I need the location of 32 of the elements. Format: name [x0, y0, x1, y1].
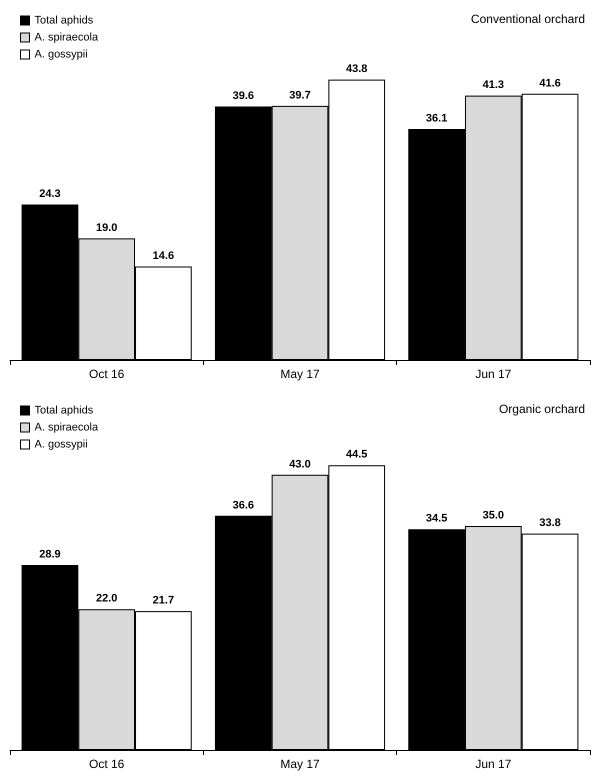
- x-tick-label: May 17: [280, 367, 320, 381]
- legend-label: Total aphids: [34, 404, 94, 416]
- x-tick-label: May 17: [280, 757, 320, 771]
- data-label: 43.8: [346, 63, 368, 76]
- data-label: 44.5: [346, 448, 368, 461]
- data-label: 34.5: [426, 512, 448, 525]
- chart-title: Organic orchard: [498, 402, 586, 416]
- data-label: 22.0: [96, 592, 118, 605]
- data-label: 35.0: [482, 510, 504, 522]
- data-label: 14.6: [152, 250, 174, 262]
- x-tick-label: Jun 17: [475, 757, 512, 771]
- data-label: 41.6: [539, 77, 561, 90]
- data-label: 19.0: [96, 222, 118, 234]
- legend-label: A. gossypii: [34, 438, 88, 450]
- legend-label: A. gossypii: [34, 48, 88, 60]
- data-label: 39.7: [289, 89, 311, 102]
- data-label: 36.1: [426, 112, 448, 124]
- data-label: 36.6: [232, 499, 254, 512]
- data-label: 43.0: [289, 458, 311, 470]
- legend-label: Total aphids: [34, 14, 94, 26]
- data-label: 28.9: [39, 548, 61, 561]
- data-label: 24.3: [39, 188, 61, 200]
- data-label: 33.8: [539, 517, 561, 530]
- x-tick-label: Oct 16: [88, 757, 125, 771]
- x-tick-label: Oct 16: [88, 367, 125, 381]
- data-label: 39.6: [232, 90, 254, 102]
- data-label: 21.7: [152, 594, 174, 607]
- legend-label: A. spiraecola: [34, 422, 99, 434]
- x-tick-label: Jun 17: [475, 367, 512, 381]
- legend-label: A. spiraecola: [34, 32, 99, 44]
- chart-title: Conventional orchard: [470, 12, 586, 26]
- data-label: 41.3: [482, 79, 504, 92]
